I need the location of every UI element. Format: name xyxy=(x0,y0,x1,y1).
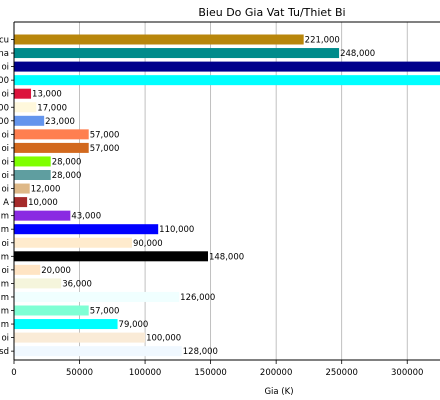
category-label: sd xyxy=(0,347,9,357)
data-label: 13,000 xyxy=(32,90,62,100)
data-label: 43,000 xyxy=(71,212,101,222)
data-label: 28,000 xyxy=(52,157,82,167)
bar xyxy=(14,129,89,140)
category-label: oi xyxy=(1,266,9,276)
data-label: 10,000 xyxy=(28,198,58,208)
data-label: 90,000 xyxy=(133,239,163,249)
bar xyxy=(14,346,182,357)
category-label: m xyxy=(1,307,9,317)
x-axis-label: Gia (K) xyxy=(264,387,293,397)
bar xyxy=(14,278,62,289)
x-tick-label: 50000 xyxy=(66,368,93,378)
category-label: m xyxy=(1,252,9,262)
category-label: m xyxy=(1,212,9,222)
data-label: 79,000 xyxy=(119,320,149,330)
bar xyxy=(14,102,37,113)
x-tick-label: 300000 xyxy=(391,368,423,378)
category-label: oi xyxy=(1,185,9,195)
data-label: 110,000 xyxy=(159,225,194,235)
data-label: 128,000 xyxy=(183,347,218,357)
x-tick-label: 150000 xyxy=(194,368,226,378)
category-label: oi xyxy=(1,239,9,249)
data-label: 28,000 xyxy=(52,171,82,181)
data-label: 57,000 xyxy=(90,144,120,154)
data-label: 17,000 xyxy=(37,103,67,113)
category-label: m xyxy=(1,225,9,235)
category-label: cu xyxy=(0,36,9,46)
bar xyxy=(14,237,132,248)
bar xyxy=(14,156,51,167)
x-tick-label: 200000 xyxy=(260,368,292,378)
category-label: oi xyxy=(1,157,9,167)
category-label: na xyxy=(0,49,9,59)
bar xyxy=(14,332,146,343)
data-label: 248,000 xyxy=(340,49,375,59)
bar xyxy=(14,88,32,99)
bar xyxy=(14,224,159,235)
category-label: 00 xyxy=(0,117,9,127)
data-label: 12,000 xyxy=(31,185,61,195)
x-tick-labels: 0 50000 100000 150000 200000 250000 300000 xyxy=(11,368,423,378)
data-label: 57,000 xyxy=(90,130,120,140)
category-label: oi xyxy=(1,90,9,100)
bar xyxy=(14,34,304,45)
bar xyxy=(14,75,440,86)
data-label: 20,000 xyxy=(41,266,71,276)
data-label: 36,000 xyxy=(62,279,92,289)
category-label: oi xyxy=(1,171,9,181)
category-label: oi xyxy=(1,63,9,73)
category-label: oi xyxy=(1,334,9,344)
x-tick-label: 100000 xyxy=(129,368,161,378)
bar xyxy=(14,48,340,59)
category-label: m xyxy=(1,293,9,303)
data-label: 148,000 xyxy=(209,252,244,262)
bars xyxy=(14,34,440,357)
data-label: 100,000 xyxy=(146,334,181,344)
data-label: 126,000 xyxy=(180,293,215,303)
chart-title: Bieu Do Gia Vat Tu/Thiet Bi xyxy=(198,6,345,19)
x-tick-label: 0 xyxy=(11,368,16,378)
data-label: 23,000 xyxy=(45,117,75,127)
bar xyxy=(14,61,440,72)
bar xyxy=(14,183,30,194)
bar xyxy=(14,170,51,180)
bar xyxy=(14,197,28,208)
bar xyxy=(14,142,89,153)
bar xyxy=(14,291,180,302)
bar xyxy=(14,305,89,316)
bar xyxy=(14,251,208,262)
category-label: oi xyxy=(1,130,9,140)
category-label: oi xyxy=(1,144,9,154)
category-label: m xyxy=(1,279,9,289)
category-label: 00 xyxy=(0,103,9,113)
bar xyxy=(14,210,71,221)
bar xyxy=(14,319,118,330)
category-label: A xyxy=(3,198,9,208)
category-label: m xyxy=(1,320,9,330)
data-label: 57,000 xyxy=(90,307,120,317)
bar xyxy=(14,264,41,275)
axes xyxy=(11,21,440,364)
category-label: 00 xyxy=(0,76,9,86)
bar xyxy=(14,115,45,126)
x-tick-label: 250000 xyxy=(325,368,357,378)
data-label: 221,000 xyxy=(305,36,340,46)
